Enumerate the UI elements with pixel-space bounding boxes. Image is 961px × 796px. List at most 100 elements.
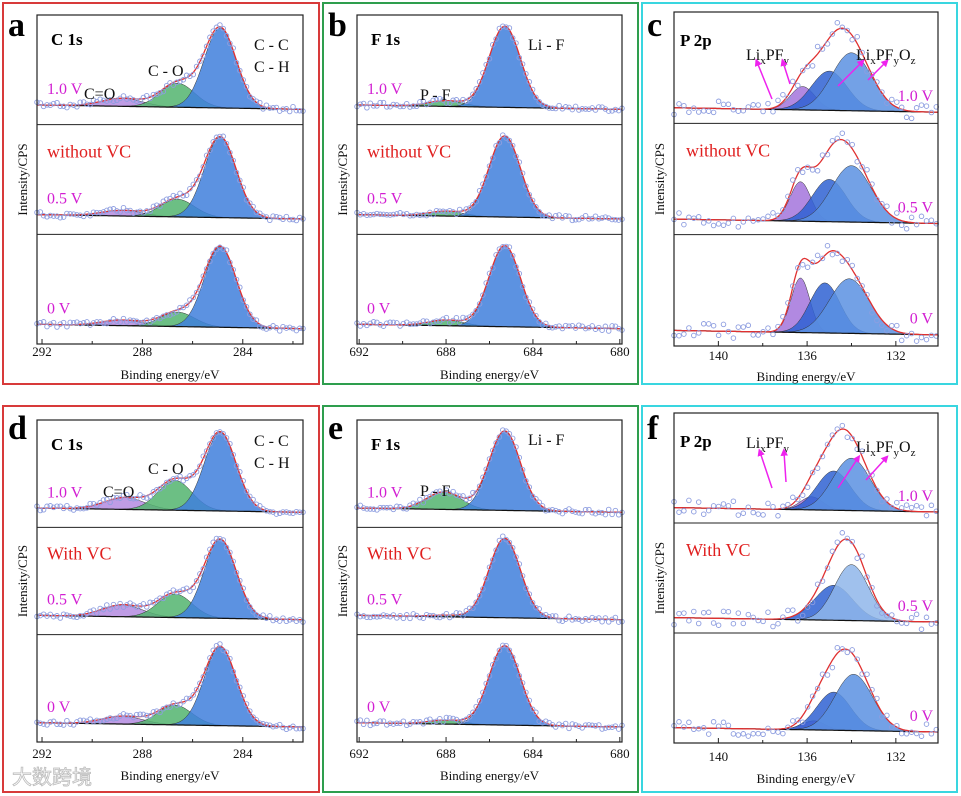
data-point: [529, 706, 536, 713]
panel-c: 1.0 V 0.5 V 0 V 140 136 132 Binding energy/eV I…: [641, 2, 958, 385]
data-point: [37, 720, 44, 726]
data-point: [770, 503, 776, 510]
data-point: [785, 607, 791, 614]
x-tick-label: 692: [349, 344, 369, 359]
data-point: [710, 503, 717, 509]
data-point: [894, 618, 900, 625]
data-point: [357, 717, 364, 723]
data-point: [536, 606, 542, 612]
data-point: [443, 100, 450, 106]
data-point: [695, 214, 702, 220]
panel-title: P 2p: [680, 31, 712, 50]
data-point: [433, 614, 440, 620]
data-point: [809, 63, 816, 69]
data-point: [612, 614, 619, 621]
data-point: [903, 620, 910, 627]
data-point: [227, 440, 233, 447]
data-point: [879, 201, 885, 207]
fit-envelope: [673, 27, 938, 113]
data-point: [130, 210, 137, 216]
data-point: [735, 108, 742, 114]
data-point: [137, 711, 143, 718]
condition-label: without VC: [47, 142, 131, 162]
data-point: [360, 210, 367, 217]
data-point: [133, 318, 140, 325]
data-point: [210, 250, 216, 257]
data-point: [127, 317, 133, 323]
data-point: [819, 255, 826, 262]
data-point: [296, 509, 303, 515]
data-point: [253, 98, 260, 104]
data-point: [100, 320, 107, 327]
data-point: [844, 256, 851, 263]
annotation-part: z: [911, 55, 916, 67]
data-point: [200, 453, 207, 459]
data-point: [276, 328, 283, 334]
data-point: [476, 187, 483, 194]
data-point: [760, 731, 766, 738]
data-point: [509, 654, 516, 660]
data-point: [193, 289, 200, 296]
data-point: [854, 555, 860, 561]
data-point: [240, 77, 246, 83]
data-point: [150, 91, 157, 98]
data-point: [94, 610, 100, 616]
data-point: [220, 431, 226, 437]
data-point: [869, 309, 875, 316]
data-point: [539, 503, 546, 509]
data-point: [413, 501, 420, 508]
data-point: [576, 510, 582, 516]
data-point: [750, 614, 756, 621]
data-point: [380, 612, 387, 618]
data-point: [87, 212, 93, 219]
data-point: [770, 210, 776, 216]
data-point: [80, 505, 87, 512]
data-point: [785, 501, 791, 508]
data-point: [466, 96, 473, 103]
data-point: [153, 202, 160, 208]
data-point: [270, 723, 276, 730]
data-point: [223, 649, 230, 655]
data-point: [765, 725, 771, 732]
data-point: [207, 546, 213, 553]
data-point: [230, 45, 236, 51]
x-tick-label: 132: [886, 348, 906, 363]
data-point: [67, 211, 73, 217]
data-point: [293, 107, 300, 114]
data-point: [217, 535, 223, 542]
annotation-part: O: [899, 439, 911, 456]
data-point: [839, 130, 846, 136]
data-point: [824, 565, 831, 571]
data-point: [566, 323, 572, 329]
data-point: [213, 134, 220, 141]
data-point: [140, 601, 147, 607]
x-tick-label: 684: [523, 344, 543, 359]
data-point: [253, 317, 260, 323]
data-point: [576, 216, 582, 223]
data-point: [57, 214, 64, 221]
data-point: [918, 213, 925, 220]
data-point: [407, 104, 413, 110]
annotation-part: C - C: [254, 37, 289, 54]
data-point: [824, 242, 831, 249]
data-point: [539, 719, 546, 726]
data-point: [50, 319, 57, 326]
data-point: [276, 510, 283, 517]
data-point: [730, 106, 737, 113]
data-point: [267, 613, 273, 619]
data-point: [898, 505, 905, 511]
data-point: [755, 511, 761, 517]
data-point: [210, 539, 216, 546]
data-point: [884, 327, 890, 334]
data-point: [403, 612, 410, 618]
data-point: [107, 206, 113, 213]
data-point: [486, 564, 493, 570]
x-tick-label: 692: [349, 746, 369, 761]
data-point: [523, 183, 529, 189]
voltage-label: 0.5 V: [47, 191, 83, 208]
data-point: [257, 323, 263, 330]
data-point: [293, 508, 300, 515]
data-point: [795, 265, 801, 271]
data-point: [839, 646, 846, 652]
data-point: [213, 535, 220, 542]
